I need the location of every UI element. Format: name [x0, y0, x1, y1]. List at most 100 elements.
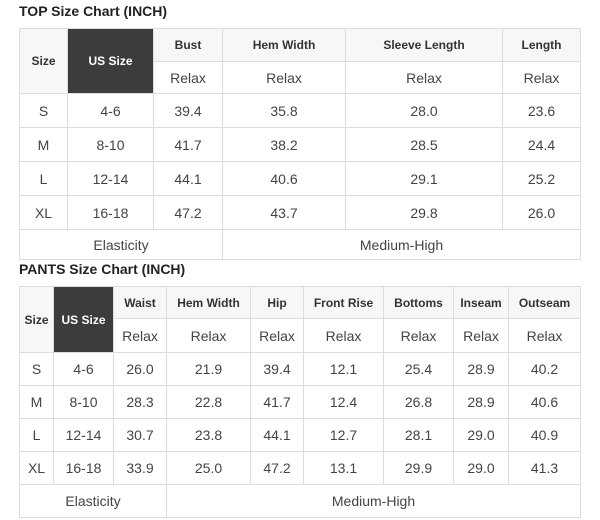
- relax-label: Relax: [250, 318, 304, 353]
- elasticity-row: Elasticity Medium-High: [19, 229, 581, 260]
- table-cell: 25.2: [502, 161, 581, 196]
- relax-label: Relax: [502, 61, 581, 94]
- table-cell: 22.8: [166, 385, 251, 419]
- table-cell: 38.2: [222, 127, 346, 162]
- column-header: Size: [19, 28, 68, 94]
- pants-size-table: Size US Size Waist Hem Width Hip Front Rise Bo…: [19, 286, 581, 518]
- table-cell: 44.1: [153, 161, 223, 196]
- table-cell: 28.1: [383, 418, 454, 452]
- table-cell: 23.6: [502, 93, 581, 128]
- table-cell: 29.8: [345, 195, 503, 230]
- relax-label: Relax: [166, 318, 251, 353]
- table-cell: 25.4: [383, 352, 454, 386]
- table-cell: 29.0: [453, 451, 509, 485]
- table-cell: 25.0: [166, 451, 251, 485]
- column-header: Hem Width: [166, 286, 251, 319]
- column-header: US Size: [67, 28, 154, 94]
- column-header: Sleeve Length: [345, 28, 503, 62]
- sub-header-row: Relax Relax Relax Relax Relax Relax Relax: [20, 318, 581, 353]
- table-cell: 30.7: [113, 418, 167, 452]
- table-cell: 43.7: [222, 195, 346, 230]
- table-row: S 4-6 26.0 21.9 39.4 12.1 25.4 28.9 40.2: [19, 352, 581, 386]
- table-cell: 40.6: [222, 161, 346, 196]
- table-cell: 41.7: [153, 127, 223, 162]
- table-cell: 41.7: [250, 385, 304, 419]
- table-cell: 8-10: [67, 127, 154, 162]
- table-cell: XL: [19, 451, 54, 485]
- column-header: Front Rise: [303, 286, 384, 319]
- table-cell: 16-18: [67, 195, 154, 230]
- elasticity-label: Elasticity: [19, 229, 223, 260]
- table-cell: 40.6: [508, 385, 581, 419]
- table-cell: 29.1: [345, 161, 503, 196]
- table-cell: 28.0: [345, 93, 503, 128]
- table-cell: 12-14: [67, 161, 154, 196]
- table-cell: 33.9: [113, 451, 167, 485]
- column-header: US Size: [53, 286, 114, 353]
- table-cell: 47.2: [153, 195, 223, 230]
- table-cell: 4-6: [53, 352, 114, 386]
- elasticity-value: Medium-High: [222, 229, 581, 260]
- table-cell: 26.0: [113, 352, 167, 386]
- relax-label: Relax: [508, 318, 581, 353]
- table-row: L 12-14 44.1 40.6 29.1 25.2: [19, 161, 581, 196]
- table-cell: 28.5: [345, 127, 503, 162]
- pants-chart-title: PANTS Size Chart (INCH): [19, 261, 186, 277]
- table-cell: 39.4: [250, 352, 304, 386]
- table-cell: S: [19, 93, 68, 128]
- table-cell: 29.0: [453, 418, 509, 452]
- table-cell: 47.2: [250, 451, 304, 485]
- relax-label: Relax: [383, 318, 454, 353]
- column-header: Bottoms: [383, 286, 454, 319]
- table-row: M 8-10 41.7 38.2 28.5 24.4: [19, 127, 581, 162]
- column-header: Hip: [250, 286, 304, 319]
- relax-label: Relax: [345, 61, 503, 94]
- column-header: Size: [19, 286, 54, 353]
- table-cell: L: [19, 161, 68, 196]
- table-cell: 21.9: [166, 352, 251, 386]
- table-cell: 12.7: [303, 418, 384, 452]
- table-cell: 12.1: [303, 352, 384, 386]
- column-header: Inseam: [453, 286, 509, 319]
- elasticity-value: Medium-High: [166, 484, 581, 518]
- table-cell: 40.9: [508, 418, 581, 452]
- elasticity-row: Elasticity Medium-High: [19, 484, 581, 518]
- relax-label: Relax: [222, 61, 346, 94]
- table-row: XL 16-18 47.2 43.7 29.8 26.0: [19, 195, 581, 230]
- table-cell: 26.0: [502, 195, 581, 230]
- top-size-table: Size US Size Bust Hem Width Sleeve Length Len…: [19, 28, 581, 260]
- table-cell: S: [19, 352, 54, 386]
- relax-label: Relax: [303, 318, 384, 353]
- top-chart-title: TOP Size Chart (INCH): [19, 3, 168, 19]
- table-cell: 40.2: [508, 352, 581, 386]
- table-cell: L: [19, 418, 54, 452]
- table-cell: 13.1: [303, 451, 384, 485]
- table-cell: 12.4: [303, 385, 384, 419]
- sub-header-row: Relax Relax Relax Relax: [20, 61, 581, 94]
- table-cell: M: [19, 385, 54, 419]
- table-row: S 4-6 39.4 35.8 28.0 23.6: [19, 93, 581, 128]
- header-row: Size US Size Bust Hem Width Sleeve Length Len…: [19, 28, 581, 94]
- table-cell: 44.1: [250, 418, 304, 452]
- column-header: Waist: [113, 286, 167, 319]
- table-cell: 28.9: [453, 385, 509, 419]
- table-cell: 39.4: [153, 93, 223, 128]
- elasticity-label: Elasticity: [19, 484, 167, 518]
- table-cell: 4-6: [67, 93, 154, 128]
- column-header: Hem Width: [222, 28, 346, 62]
- header-row: Size US Size Waist Hem Width Hip Front Rise Bo…: [19, 286, 581, 353]
- column-header: Outseam: [508, 286, 581, 319]
- table-cell: 8-10: [53, 385, 114, 419]
- table-cell: 28.3: [113, 385, 167, 419]
- table-cell: 12-14: [53, 418, 114, 452]
- relax-label: Relax: [113, 318, 167, 353]
- table-cell: 29.9: [383, 451, 454, 485]
- table-cell: XL: [19, 195, 68, 230]
- table-cell: 26.8: [383, 385, 454, 419]
- table-cell: 16-18: [53, 451, 114, 485]
- table-row: L 12-14 30.7 23.8 44.1 12.7 28.1 29.0 40.9: [19, 418, 581, 452]
- table-cell: 24.4: [502, 127, 581, 162]
- column-header: Length: [502, 28, 581, 62]
- table-row: XL 16-18 33.9 25.0 47.2 13.1 29.9 29.0 41.3: [19, 451, 581, 485]
- table-row: M 8-10 28.3 22.8 41.7 12.4 26.8 28.9 40.6: [19, 385, 581, 419]
